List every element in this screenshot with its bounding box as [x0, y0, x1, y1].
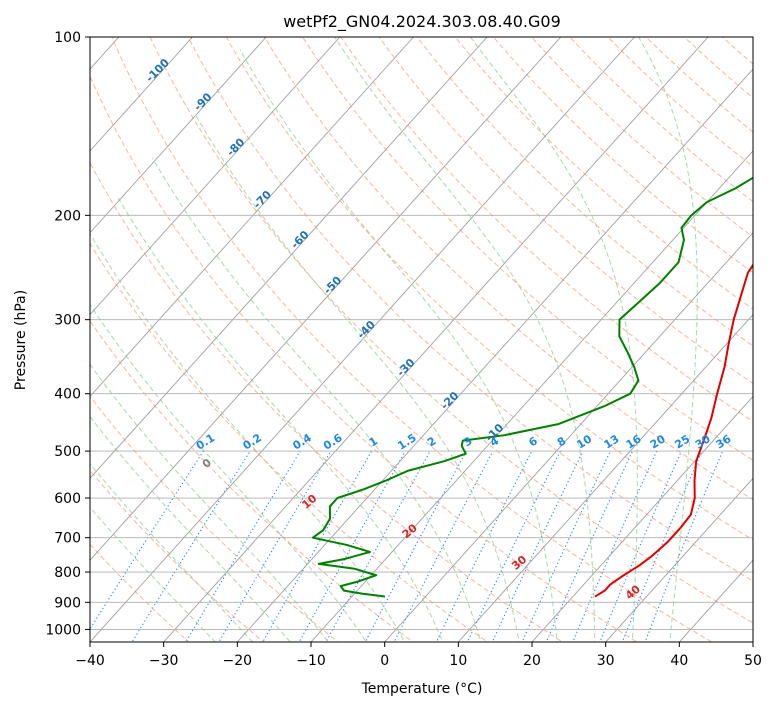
moist-adiabat: [90, 462, 254, 642]
skewed-isotherms: [90, 37, 753, 642]
isotherm-line: [531, 395, 753, 642]
y-tick-label: 500: [54, 444, 81, 460]
isotherm-line: [605, 477, 753, 642]
x-axis-label: Temperature (°C): [361, 681, 483, 697]
pressure-gridlines: [90, 37, 753, 630]
dry-adiabat: [149, 37, 753, 624]
x-tick-label: 50: [744, 653, 762, 669]
x-tick-label: −30: [149, 653, 179, 669]
y-tick-label: 900: [54, 595, 81, 611]
y-axis-ticks: 100 200 300 400 500 600 700 800 900 1000: [45, 30, 90, 638]
dry-adiabat: [90, 543, 190, 642]
x-tick-label: −20: [223, 653, 253, 669]
moist-adiabat: [90, 303, 367, 642]
x-tick-label: −40: [75, 653, 105, 669]
isotherm-line: [457, 313, 753, 642]
moist-adiabat: [90, 506, 216, 642]
dry-adiabat: [493, 37, 753, 274]
x-tick-label: 20: [523, 653, 541, 669]
dry-adiabat: [225, 37, 753, 541]
mixing-ratio-line: [131, 450, 251, 642]
x-tick-label: 10: [449, 653, 467, 669]
isotherm-line: [90, 37, 193, 152]
temperature-profile-line: [594, 263, 753, 598]
mixing-ratio-line: [393, 450, 494, 642]
isotherm-line: [90, 37, 562, 561]
mixing-ratio-line: [262, 450, 373, 642]
dry-adiabat: [340, 37, 753, 423]
x-tick-label: 30: [597, 653, 615, 669]
y-tick-label: 200: [54, 208, 81, 224]
moist-adiabat: [116, 195, 444, 642]
mixing-ratio-line: [491, 450, 584, 642]
isotherm-line: [384, 232, 753, 642]
y-tick-label: 700: [54, 531, 81, 547]
mixing-ratio-line: [521, 450, 611, 642]
isotherm-line: [90, 37, 414, 398]
moist-adiabat: [194, 113, 520, 642]
y-tick-label: 600: [54, 491, 81, 507]
isotherm-line: [90, 37, 488, 479]
isotherm-line: [90, 37, 267, 234]
mixing-ratio-line: [185, 450, 301, 642]
dry-adiabat: [90, 469, 265, 642]
isotherm-line: [310, 150, 753, 642]
sounding-series: [311, 176, 753, 598]
isotherm-line: [90, 37, 341, 316]
dry-adiabat: [416, 37, 753, 347]
dry-adiabat: [264, 37, 753, 501]
y-tick-label: 800: [54, 565, 81, 581]
mixing-ratio-line: [572, 450, 658, 642]
y-tick-label: 300: [54, 313, 81, 329]
isotherm-line: [90, 37, 635, 642]
moist-adiabat: [239, 49, 558, 642]
y-tick-label: 1000: [45, 622, 81, 638]
mixing-ratio-line: [218, 450, 332, 642]
mixing-ratio-line: [621, 450, 703, 642]
dry-adiabat: [111, 37, 713, 642]
x-axis-ticks: −40 −30 −20 −10 0 10 20 30 40 50: [75, 642, 762, 669]
moist-adiabat: [90, 415, 291, 642]
dry-adiabat: [761, 37, 775, 654]
mixing-ratio-line: [325, 450, 431, 642]
plot-area: [90, 37, 753, 642]
y-axis-label: Pressure (hPa): [13, 290, 29, 390]
isotherm-line: [236, 68, 753, 642]
mixing-ratio-line: [364, 450, 467, 642]
dry-adiabat: [454, 37, 753, 310]
moist-adiabat: [152, 157, 482, 642]
x-tick-label: 0: [380, 653, 389, 669]
moist-adiabat: [90, 363, 329, 642]
mixing-ratio-line: [545, 450, 634, 642]
dry-adiabat: [569, 37, 753, 203]
x-tick-label: −10: [296, 653, 326, 669]
y-tick-label: 100: [54, 30, 81, 46]
moist-adiabat: [90, 232, 406, 642]
dry-adiabat: [378, 37, 753, 384]
dry-adiabat: [90, 75, 639, 642]
chart-title: wetPf2_GN04.2024.303.08.40.G09: [283, 12, 561, 32]
plot-frame: [89, 36, 754, 643]
x-tick-label: 40: [670, 653, 688, 669]
dewpoint-profile-line: [311, 176, 753, 598]
dry-adiabat: [90, 161, 564, 642]
y-tick-label: 400: [54, 387, 81, 403]
isotherm-line: [163, 37, 709, 642]
dry-adiabat: [187, 37, 753, 582]
